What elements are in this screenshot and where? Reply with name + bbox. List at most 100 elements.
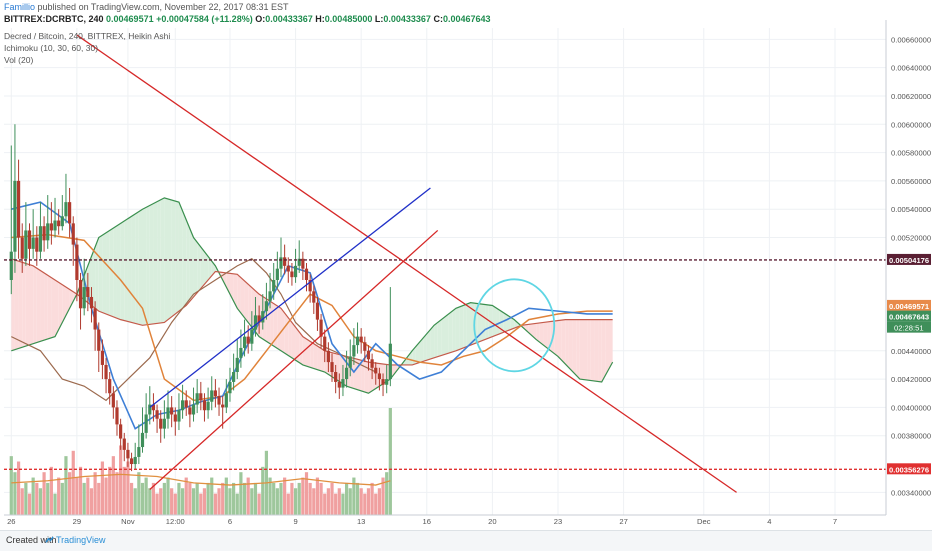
volume-bar-85 bbox=[319, 482, 323, 515]
channel-lower-line bbox=[149, 229, 439, 491]
volume-bar-50 bbox=[191, 488, 196, 515]
candle-70 bbox=[264, 282, 269, 320]
candle-31 bbox=[122, 432, 126, 462]
cloud-segment bbox=[47, 275, 52, 339]
candle-5 bbox=[27, 223, 32, 266]
price-axis-bg bbox=[886, 0, 932, 530]
cloud-segment bbox=[594, 319, 599, 382]
price-tag-bg-support bbox=[887, 463, 931, 475]
candle-100 bbox=[374, 362, 378, 385]
volume-bar-72 bbox=[272, 482, 276, 515]
candle-body bbox=[97, 329, 101, 351]
candle-53 bbox=[202, 393, 207, 422]
volume-bar-17 bbox=[71, 450, 75, 515]
ichimoku-indicator-label[interactable]: Ichimoku (10, 30, 60, 30) bbox=[4, 43, 99, 53]
candle-20 bbox=[82, 258, 86, 316]
cloud-segment bbox=[106, 230, 110, 316]
cloud-segment bbox=[481, 304, 486, 341]
volume-bar-12 bbox=[53, 493, 57, 515]
price-tick-label-3: 0.00600000 bbox=[891, 120, 931, 129]
candle-47 bbox=[180, 384, 185, 419]
candle-body bbox=[242, 336, 247, 348]
candle-body bbox=[348, 356, 352, 368]
cloud-segment bbox=[29, 264, 34, 345]
candle-52 bbox=[199, 381, 203, 411]
cloud-segment bbox=[579, 319, 584, 380]
cloud-segment bbox=[543, 321, 548, 348]
drawings bbox=[4, 34, 886, 493]
volume-bar-46 bbox=[177, 482, 181, 515]
volume-indicator-label[interactable]: Vol (20) bbox=[4, 55, 34, 65]
volume-bar-96 bbox=[359, 488, 363, 515]
tradingview-brand-link[interactable]: TradingView bbox=[56, 535, 106, 545]
candle-29 bbox=[115, 400, 119, 436]
candle-body bbox=[221, 404, 225, 408]
candle-91 bbox=[341, 364, 345, 397]
username-link[interactable]: Famillio bbox=[4, 2, 36, 12]
candle-body bbox=[319, 319, 323, 337]
cloud-segment bbox=[587, 319, 591, 381]
cloud-segment bbox=[609, 319, 613, 369]
candle-55 bbox=[210, 376, 214, 411]
price-tick-label-4: 0.00580000 bbox=[891, 149, 931, 158]
candle-46 bbox=[177, 393, 181, 431]
candle-27 bbox=[108, 372, 112, 405]
candle-84 bbox=[315, 296, 320, 331]
candle-body bbox=[228, 381, 232, 394]
candle-body bbox=[308, 279, 312, 292]
cloud-segment bbox=[91, 246, 96, 309]
price-tag-last: 0.00469571 bbox=[889, 302, 930, 311]
volume-bar-37 bbox=[144, 477, 148, 515]
volume-bar-94 bbox=[352, 477, 356, 515]
downtrend-line bbox=[76, 34, 737, 493]
symbol-label[interactable]: BITTREX:DCRBTC, 240 bbox=[4, 14, 104, 24]
candle-101 bbox=[377, 367, 381, 391]
volume-bar-0 bbox=[9, 456, 13, 515]
cloud-segment bbox=[313, 343, 318, 370]
candles bbox=[9, 124, 392, 472]
volume-bar-103 bbox=[385, 472, 389, 515]
candle-body bbox=[137, 447, 141, 457]
price-tick-label-8: 0.00440000 bbox=[891, 347, 931, 356]
candle-54 bbox=[206, 387, 210, 419]
cloud-segment bbox=[445, 313, 449, 355]
volume-bar-31 bbox=[122, 466, 126, 515]
cloud-segment bbox=[62, 284, 66, 323]
price-tick-label-6: 0.00540000 bbox=[891, 205, 931, 214]
time-tick-label-1: 29 bbox=[73, 517, 81, 526]
volume-bar-61 bbox=[232, 482, 236, 515]
volume-bars bbox=[9, 408, 392, 515]
candle-body bbox=[341, 379, 345, 388]
cloud-segment bbox=[58, 282, 63, 330]
candle-104 bbox=[388, 287, 392, 387]
candle-38 bbox=[148, 386, 152, 425]
volume-bar-78 bbox=[293, 488, 298, 515]
cloud-segment bbox=[470, 302, 475, 346]
cloud-segment bbox=[98, 235, 103, 313]
volume-bar-9 bbox=[42, 472, 46, 515]
candle-body bbox=[184, 400, 188, 408]
volume-bar-74 bbox=[279, 482, 283, 515]
candle-body bbox=[344, 367, 349, 380]
candle-89 bbox=[334, 364, 338, 394]
candle-body bbox=[151, 404, 156, 411]
cloud-segment bbox=[160, 197, 165, 323]
volume-bar-22 bbox=[89, 488, 94, 515]
cloud-segment bbox=[229, 273, 234, 302]
volume-bar-29 bbox=[115, 472, 119, 515]
candle-body bbox=[100, 350, 105, 365]
symbol-line: BITTREX:DCRBTC, 240 0.00469571 +0.000475… bbox=[4, 14, 491, 24]
candle-body bbox=[272, 279, 276, 292]
candle-35 bbox=[137, 424, 141, 465]
senkou-span-a-line bbox=[11, 197, 614, 394]
volume-bar-59 bbox=[224, 477, 228, 515]
cloud-segment bbox=[302, 336, 307, 367]
price-tag-bg-last bbox=[887, 299, 931, 311]
chikou-span-line bbox=[11, 258, 377, 402]
cloud-segment bbox=[259, 294, 263, 339]
volume-bar-41 bbox=[159, 488, 163, 515]
candle-30 bbox=[119, 418, 123, 450]
price-tick-label-9: 0.00420000 bbox=[891, 375, 931, 384]
cloud-segment bbox=[171, 200, 176, 317]
